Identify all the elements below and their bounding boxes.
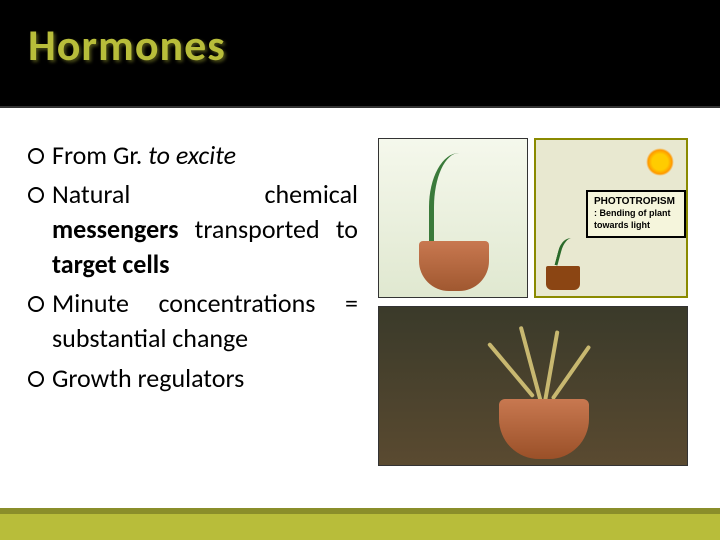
bullet-text: From Gr. to excite [52,138,358,173]
sun-icon [646,148,674,176]
bullet-text: Growth regulators [52,361,358,396]
bullet-item: From Gr. to excite [28,138,358,173]
plant-bending-image [378,138,528,298]
bullet-item: Natural chemical messengers transported … [28,177,358,282]
slide-header: Hormones [0,0,720,108]
image-column: PHOTOTROPISM : Bending of plant towards … [378,138,688,466]
bullet-item: Minute concentrations = substantial chan… [28,286,358,356]
bullet-marker-icon [28,296,44,312]
slide-title: Hormones [28,18,692,72]
bullet-text: Natural chemical messengers transported … [52,177,358,282]
phototropism-diagram: PHOTOTROPISM : Bending of plant towards … [534,138,688,298]
footer-bar [0,514,720,540]
bullet-marker-icon [28,148,44,164]
wilted-plant-image [378,306,688,466]
bullet-list: From Gr. to excite Natural chemical mess… [28,138,358,466]
bullet-text: Minute concentrations = substantial chan… [52,286,358,356]
slide-content: From Gr. to excite Natural chemical mess… [0,108,720,466]
bullet-marker-icon [28,371,44,387]
phototropism-label: PHOTOTROPISM : Bending of plant towards … [586,190,686,238]
bullet-marker-icon [28,187,44,203]
header-underline [0,106,720,108]
bullet-item: Growth regulators [28,361,358,396]
image-row-top: PHOTOTROPISM : Bending of plant towards … [378,138,688,298]
